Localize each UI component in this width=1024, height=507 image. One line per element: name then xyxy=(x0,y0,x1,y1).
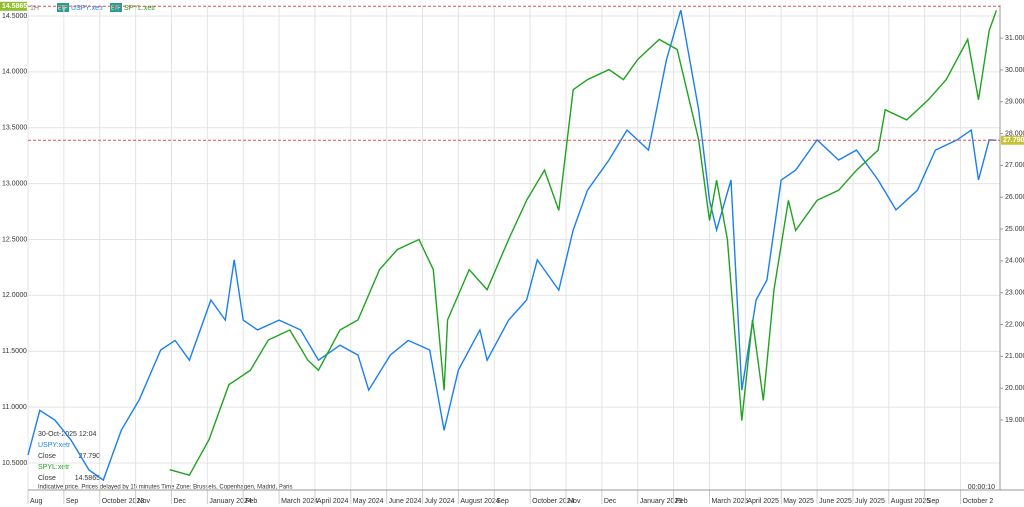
x-tick-label: Nov xyxy=(568,498,581,505)
info-value: 27.790 xyxy=(79,453,101,460)
y-tick-label: 11.5000 xyxy=(2,348,27,355)
y2-tick-label: 27.000 xyxy=(1005,162,1024,169)
x-tick-label: January 2024 xyxy=(209,498,252,505)
x-tick-label: March 2025 xyxy=(711,498,748,505)
x-tick-label: Dec xyxy=(173,498,186,505)
x-tick-label: Nov xyxy=(138,498,151,505)
x-tick-label: Aug xyxy=(30,498,43,505)
x-tick-label: April 2025 xyxy=(747,498,779,505)
x-tick-label: October 2 xyxy=(963,498,994,505)
x-tick-label: October 2024 xyxy=(532,498,575,505)
x-tick-label: March 2024 xyxy=(281,498,318,505)
badge xyxy=(110,3,122,12)
y-tick-label: 14.5000 xyxy=(2,13,27,20)
y2-tick-label: 29.000 xyxy=(1005,99,1024,106)
info-field: Close xyxy=(38,453,56,460)
series-line xyxy=(169,10,998,477)
x-tick-label: January 2025 xyxy=(640,498,683,505)
y-tick-label: 12.0000 xyxy=(2,292,27,299)
y2-tick-label: 24.000 xyxy=(1005,258,1024,265)
x-tick-label: July 2025 xyxy=(855,498,885,505)
legend-entry: USPY:xetr xyxy=(71,5,104,12)
x-tick-label: May 2024 xyxy=(353,498,384,505)
y-tick-label: 12.5000 xyxy=(2,236,27,243)
x-tick-label: April 2024 xyxy=(317,498,349,505)
x-tick-label: Sep xyxy=(496,498,509,505)
x-tick-label: July 2024 xyxy=(425,498,455,505)
interval: 1H xyxy=(30,5,39,12)
y2-tick-label: 25.000 xyxy=(1005,226,1024,233)
price-tag xyxy=(0,1,27,11)
y2-tick-label: 19.000 xyxy=(1005,417,1024,424)
y2-tick-label: 22.000 xyxy=(1005,321,1024,328)
info-value: 14.5865 xyxy=(75,475,100,482)
price-tag xyxy=(1001,135,1024,145)
series-line xyxy=(27,9,997,482)
price-tag-label: 14.5865 xyxy=(2,3,27,10)
y-tick-label: 11.0000 xyxy=(2,404,27,411)
info-name: SPYL:xetr xyxy=(38,464,70,471)
y2-tick-label: 21.000 xyxy=(1005,353,1024,360)
y-tick-label: 10.5000 xyxy=(2,460,27,467)
badge xyxy=(57,3,69,12)
y2-tick-label: 28.000 xyxy=(1005,130,1024,137)
price-tag-label: 27.790 xyxy=(1003,137,1024,144)
legend-entry: SPYL:xetr xyxy=(124,5,156,12)
y2-tick-label: 23.000 xyxy=(1005,290,1024,297)
x-tick-label: May 2025 xyxy=(783,498,814,505)
y2-tick-label: 26.000 xyxy=(1005,194,1024,201)
x-tick-label: August 2024 xyxy=(460,498,499,505)
x-tick-label: June 2025 xyxy=(819,498,852,505)
y2-tick-label: 30.000 xyxy=(1005,67,1024,74)
x-tick-label: Sep xyxy=(927,498,940,505)
x-tick-label: Sep xyxy=(66,498,79,505)
x-tick-label: Feb xyxy=(245,498,257,505)
x-tick-label: August 2025 xyxy=(891,498,930,505)
timer: 00:00:10 xyxy=(968,484,995,491)
x-tick-label: October 2023 xyxy=(102,498,145,505)
info-field: Close xyxy=(38,475,56,482)
footer: Indicative price. Prices delayed by 15 m… xyxy=(38,485,292,491)
badge-text: ETF xyxy=(58,5,67,11)
x-tick-label: Dec xyxy=(604,498,617,505)
y-tick-label: 13.0000 xyxy=(2,180,27,187)
x-tick-label: June 2024 xyxy=(389,498,422,505)
x-tick-label: Feb xyxy=(676,498,688,505)
badge-text: ETF xyxy=(111,5,120,11)
info-name: USPY:xetr xyxy=(38,442,71,449)
y2-tick-label: 31.000 xyxy=(1005,35,1024,42)
y-tick-label: 13.5000 xyxy=(2,125,27,132)
y2-tick-label: 20.000 xyxy=(1005,385,1024,392)
y-tick-label: 14.0000 xyxy=(2,69,27,76)
